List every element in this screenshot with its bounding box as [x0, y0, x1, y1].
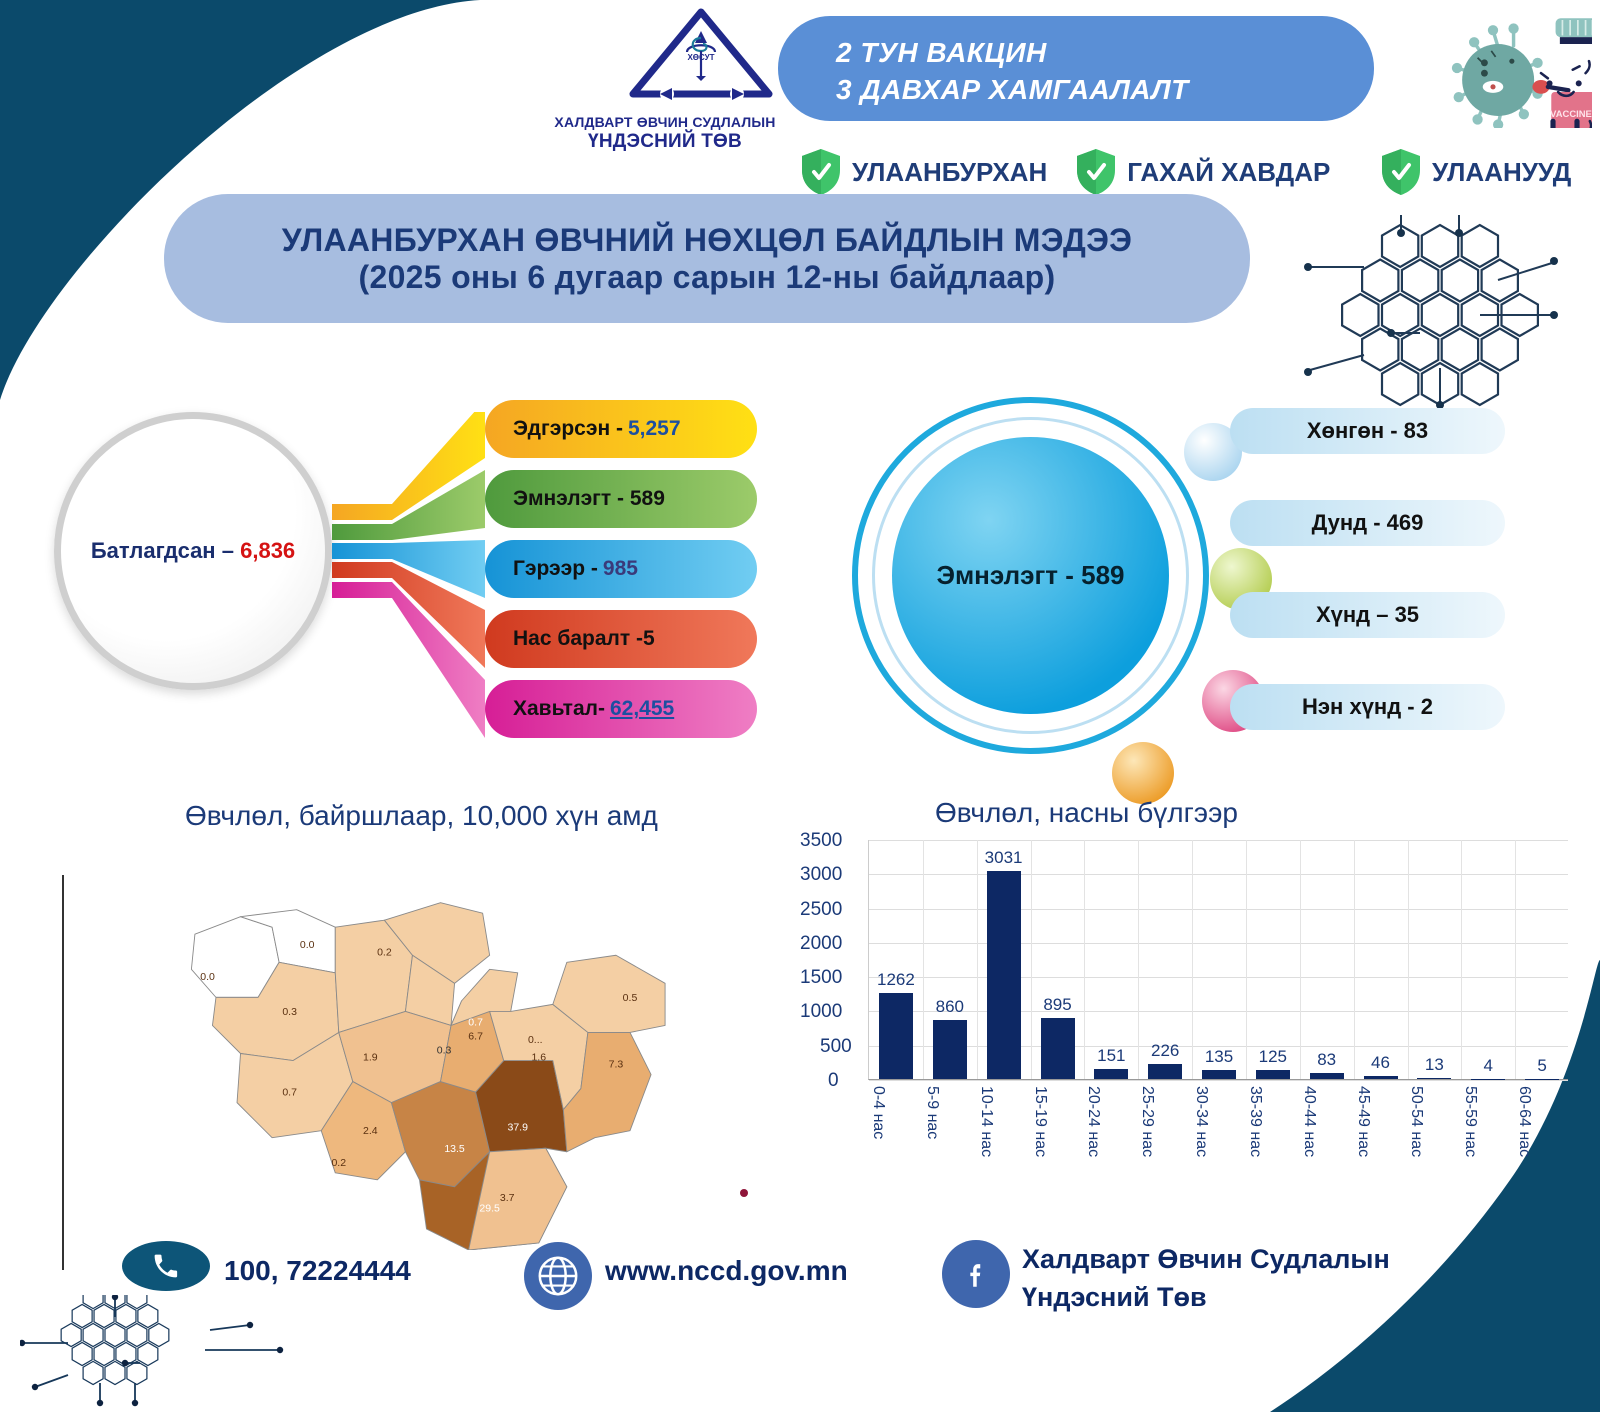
svg-text:VACCINE: VACCINE: [1550, 108, 1592, 119]
svg-text:0.0: 0.0: [200, 971, 215, 983]
svg-text:1.6: 1.6: [531, 1052, 546, 1064]
svg-text:0.5: 0.5: [623, 992, 638, 1004]
svg-text:6.7: 6.7: [468, 1030, 483, 1042]
svg-text:29.5: 29.5: [479, 1202, 500, 1214]
svg-text:0.3: 0.3: [282, 1006, 297, 1018]
svg-text:0.7: 0.7: [282, 1087, 297, 1099]
svg-text:0.0: 0.0: [300, 939, 315, 951]
svg-text:0.7: 0.7: [468, 1016, 483, 1028]
svg-text:3.7: 3.7: [500, 1192, 515, 1204]
svg-text:0.3: 0.3: [437, 1045, 452, 1057]
svg-text:0.2: 0.2: [377, 946, 392, 958]
svg-text:1.9: 1.9: [363, 1052, 378, 1064]
svg-text:0.2: 0.2: [331, 1157, 346, 1169]
svg-text:13.5: 13.5: [444, 1143, 465, 1155]
svg-text:0...: 0...: [528, 1034, 543, 1046]
svg-text:7.3: 7.3: [609, 1059, 624, 1071]
svg-text:37.9: 37.9: [507, 1122, 528, 1134]
svg-text:2.4: 2.4: [363, 1125, 378, 1137]
